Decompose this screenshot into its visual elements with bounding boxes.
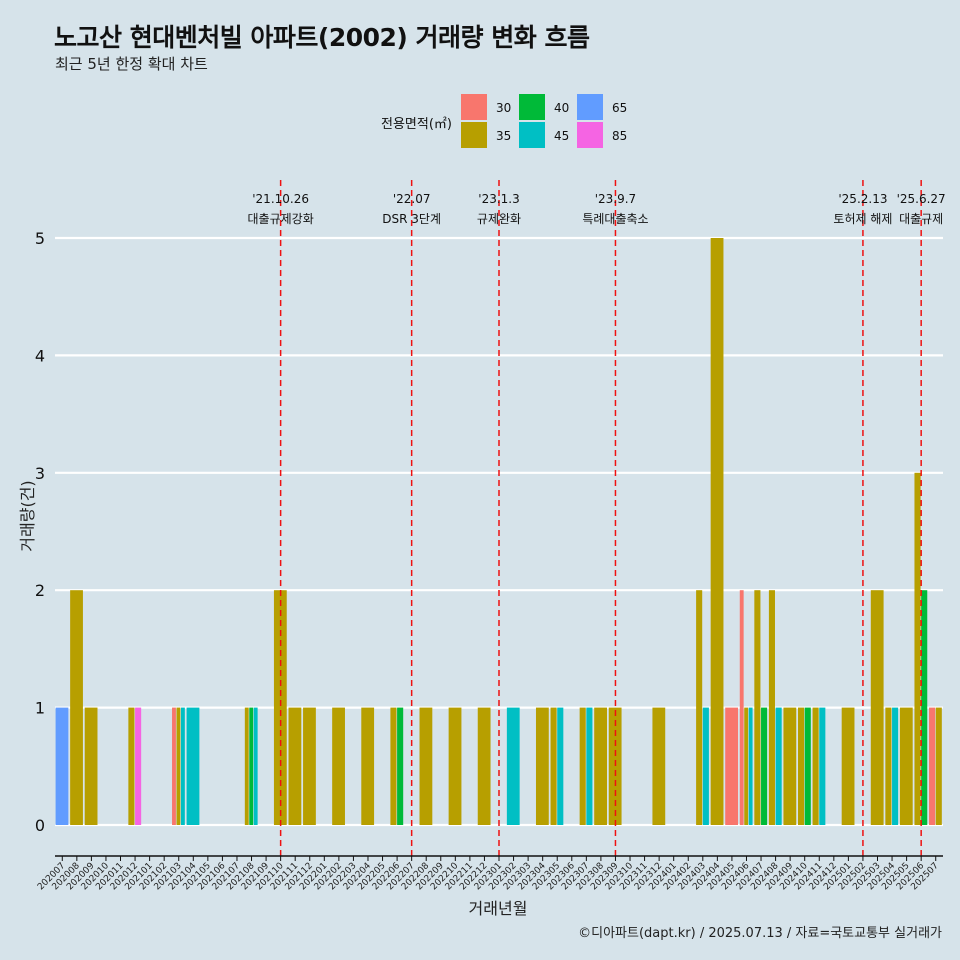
bar-202108-40 bbox=[249, 707, 254, 825]
legend-swatch-30 bbox=[461, 94, 487, 120]
bar-202009-35 bbox=[84, 707, 98, 825]
bar-202507-35 bbox=[935, 707, 942, 825]
legend-swatch-40 bbox=[519, 94, 545, 120]
legend-swatch-45 bbox=[519, 122, 545, 148]
bar-202302-45 bbox=[506, 707, 520, 825]
event-label: 대출규제강화 bbox=[248, 212, 314, 226]
bar-202411-35 bbox=[812, 707, 819, 825]
legend: 전용면적(㎡) 30 35 40 45 65 85 bbox=[381, 94, 627, 148]
event-label: 토허제 해제 bbox=[833, 212, 892, 226]
bar-202403-45 bbox=[702, 707, 709, 825]
event-date-label: '25.2.13 bbox=[838, 192, 887, 206]
bar-202103-35 bbox=[176, 707, 181, 825]
bar-202406-35 bbox=[744, 707, 749, 825]
bars bbox=[55, 238, 942, 825]
bar-202307-35 bbox=[579, 707, 586, 825]
bar-202202-35 bbox=[332, 707, 345, 825]
bar-202403-35 bbox=[696, 590, 703, 825]
legend-label-65: 65 bbox=[612, 101, 627, 115]
bar-202505-35 bbox=[899, 707, 913, 825]
bar-202501-35 bbox=[841, 707, 855, 825]
bar-202406-45 bbox=[748, 707, 753, 825]
event-label: 특례대출축소 bbox=[582, 212, 648, 226]
bar-202206-35 bbox=[390, 707, 397, 825]
x-axis-label: 거래년월 bbox=[469, 899, 528, 918]
y-tick-label: 5 bbox=[35, 229, 45, 248]
bar-202312-35 bbox=[652, 707, 666, 825]
bar-202404-35 bbox=[710, 238, 724, 825]
bar-202104-45 bbox=[186, 707, 200, 825]
caption: ©디아파트(dapt.kr) / 2025.07.13 / 자료=국토교통부 실… bbox=[578, 926, 942, 941]
bar-202305-45 bbox=[557, 707, 564, 825]
bar-202008-35 bbox=[70, 590, 83, 825]
bar-202406-30 bbox=[739, 590, 744, 825]
bar-202108-45 bbox=[253, 707, 258, 825]
bar-202405-30 bbox=[725, 707, 739, 825]
bar-202410-40 bbox=[804, 707, 811, 825]
chart-subtitle: 최근 5년 한정 확대 차트 bbox=[55, 55, 208, 73]
bar-202503-35 bbox=[870, 590, 884, 825]
bar-202410-35 bbox=[798, 707, 805, 825]
bar-202305-35 bbox=[550, 707, 557, 825]
bar-202407-40 bbox=[761, 707, 768, 825]
event-label: 대출규제 bbox=[899, 212, 943, 226]
bar-202411-45 bbox=[819, 707, 826, 825]
legend-label-45: 45 bbox=[554, 129, 569, 143]
y-tick-label: 4 bbox=[35, 346, 45, 365]
bar-202506-40 bbox=[921, 590, 928, 825]
bar-202504-45 bbox=[892, 707, 899, 825]
event-date-label: '23.1.3 bbox=[478, 192, 519, 206]
legend-label-35: 35 bbox=[496, 129, 511, 143]
bar-202110-35 bbox=[273, 590, 287, 825]
legend-label-30: 30 bbox=[496, 101, 511, 115]
event-date-label: '22.07 bbox=[393, 192, 431, 206]
event-date-label: '23.9.7 bbox=[595, 192, 636, 206]
bar-202409-35 bbox=[783, 707, 797, 825]
bar-202212-35 bbox=[477, 707, 491, 825]
legend-swatch-85 bbox=[577, 122, 603, 148]
bar-202007-65 bbox=[55, 707, 69, 825]
y-tick-label: 2 bbox=[35, 581, 45, 600]
bar-202208-35 bbox=[419, 707, 433, 825]
annotations: '21.10.26 대출규제강화 '22.07 DSR 3단계 '23.1.3 규제완화 '… bbox=[248, 180, 946, 856]
event-date-label: '21.10.26 bbox=[252, 192, 309, 206]
y-axis-label: 거래량(건) bbox=[18, 480, 37, 551]
bar-202307-45 bbox=[586, 707, 593, 825]
bar-202012-35 bbox=[128, 707, 135, 825]
event-label: 규제완화 bbox=[477, 212, 521, 226]
bar-202407-35 bbox=[754, 590, 761, 825]
legend-label-40: 40 bbox=[554, 101, 569, 115]
bar-202112-35 bbox=[303, 707, 316, 825]
event-date-label: '25.6.27 bbox=[897, 192, 946, 206]
bar-202111-35 bbox=[288, 707, 302, 825]
bar-202206-40 bbox=[397, 707, 404, 825]
bar-202408-45 bbox=[775, 707, 782, 825]
bar-202504-35 bbox=[885, 707, 892, 825]
bar-202309-35 bbox=[608, 707, 622, 825]
bar-202204-35 bbox=[361, 707, 375, 825]
bar-202103-45 bbox=[180, 707, 185, 825]
bar-202506-35 bbox=[914, 472, 921, 825]
legend-title: 전용면적(㎡) bbox=[381, 117, 452, 132]
bar-202308-35 bbox=[594, 707, 607, 825]
bar-202210-35 bbox=[448, 707, 462, 825]
bar-202103-30 bbox=[172, 707, 176, 825]
bar-202408-35 bbox=[768, 590, 775, 825]
y-tick-label: 0 bbox=[35, 816, 45, 835]
bar-202304-35 bbox=[535, 707, 549, 825]
y-tick-label: 1 bbox=[35, 699, 45, 718]
legend-label-85: 85 bbox=[612, 129, 627, 143]
bar-202507-30 bbox=[929, 707, 936, 825]
y-tick-label: 3 bbox=[35, 464, 45, 483]
bar-202012-85 bbox=[135, 707, 142, 825]
chart-title: 노고산 현대벤처빌 아파트(2002) 거래량 변화 흐름 bbox=[54, 23, 590, 52]
event-label: DSR 3단계 bbox=[382, 212, 441, 226]
legend-swatch-65 bbox=[577, 94, 603, 120]
legend-swatch-35 bbox=[461, 122, 487, 148]
bar-202108-35 bbox=[244, 707, 249, 825]
